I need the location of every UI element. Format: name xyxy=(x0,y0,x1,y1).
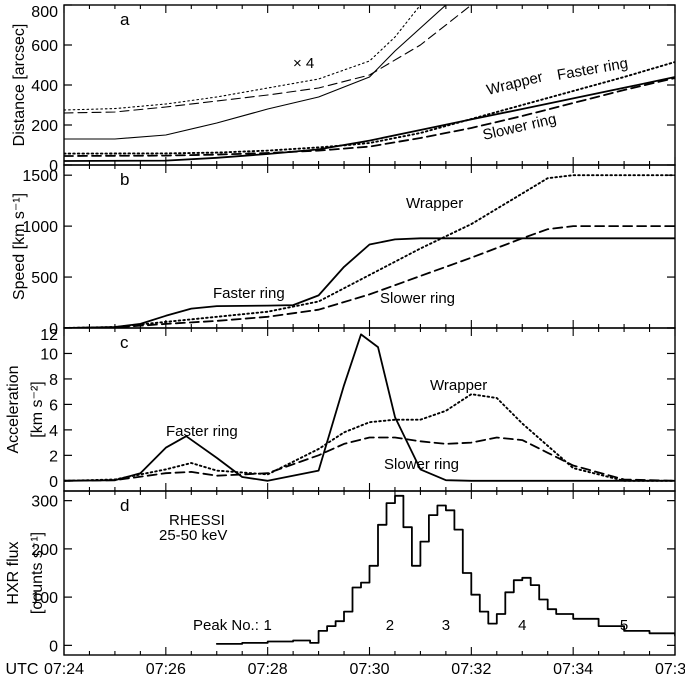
y-axis-label-text: [km s⁻²] xyxy=(29,381,46,437)
series-line-wrapper-4 xyxy=(64,5,421,111)
series-line-slower-ring-4 xyxy=(64,5,472,114)
y-tick-label: 200 xyxy=(31,118,58,135)
y-tick-label: 8 xyxy=(49,372,58,389)
y-tick-label: 2 xyxy=(49,448,58,465)
y-tick-label: 0 xyxy=(49,474,58,491)
y-tick-label: 500 xyxy=(31,270,58,287)
y-tick-label: 0 xyxy=(49,638,58,655)
x-tick-label: 07:32 xyxy=(451,661,491,678)
x-tick-label: 07:34 xyxy=(553,661,593,678)
series-line-slower-ring xyxy=(64,436,675,482)
series-line-faster-ring-4 xyxy=(64,5,447,140)
y-tick-label: 600 xyxy=(31,38,58,55)
y-tick-label: 400 xyxy=(31,78,58,95)
y-axis-label-text: Acceleration xyxy=(5,365,22,453)
annotation-label: Wrapper xyxy=(430,377,487,394)
y-tick-label: 12 xyxy=(40,327,58,344)
x-tick-label: 07:30 xyxy=(349,661,389,678)
x-tick-label: 07:24 xyxy=(44,661,84,678)
peak-number-label: 5 xyxy=(620,617,628,634)
annotation-label: Wrapper xyxy=(406,195,463,212)
y-axis-label-text: Speed [km s⁻¹] xyxy=(11,193,28,300)
panel-letter: b xyxy=(120,170,129,189)
y-tick-label: 0 xyxy=(49,158,58,175)
series-line-faster-ring xyxy=(64,333,675,482)
series-line-faster-ring xyxy=(64,237,675,328)
peak-number-label: 1 xyxy=(263,617,271,634)
y-axis-label-text: [counts s⁻¹] xyxy=(29,532,46,614)
series-line-slower-ring xyxy=(64,225,675,328)
y-axis-label-text: HXR flux xyxy=(5,541,22,604)
y-axis-label: Distance [arcsec] xyxy=(11,24,28,147)
series-line-faster-ring xyxy=(64,76,675,162)
annotation-label: Slower ring xyxy=(380,290,455,307)
annotation-label: Slower ring xyxy=(384,456,459,473)
panel-c: c 0 2 4 6 8 10 12 Acceleration [km s⁻²] xyxy=(5,327,676,492)
y-tick-label: 800 xyxy=(31,4,58,21)
peak-number-label: 2 xyxy=(386,617,394,634)
y-tick-label: 10 xyxy=(40,346,58,363)
series-line-rhessi-25-50-kev xyxy=(215,494,675,645)
annotation-label: 25-50 keV xyxy=(159,527,227,544)
series-group xyxy=(64,333,675,482)
panel-d: d 0 100 200 300 HXR flux [counts s⁻¹] xyxy=(5,490,676,656)
panel-letter: c xyxy=(120,333,129,352)
annotation-label: RHESSI xyxy=(169,512,225,529)
y-tick-label: 6 xyxy=(49,397,58,414)
y-tick-label: 100 xyxy=(31,590,58,607)
y-tick-label: 200 xyxy=(31,542,58,559)
panel-b: b 0 500 1000 1500 Speed [km s⁻¹] xyxy=(11,164,676,338)
panel-letter: a xyxy=(120,10,130,29)
series-group xyxy=(215,494,675,645)
y-axis-label: Speed [km s⁻¹] xyxy=(11,193,28,300)
annotation-label: Faster ring xyxy=(213,285,285,302)
y-tick-label: 300 xyxy=(31,494,58,511)
panel-frame xyxy=(63,164,676,329)
x-tick-label: 07:36 xyxy=(655,661,685,678)
series-line-wrapper xyxy=(64,174,675,328)
annotation-label: Wrapper xyxy=(485,69,545,99)
series-group xyxy=(64,5,675,162)
y-axis-label-text: Distance [arcsec] xyxy=(11,24,28,147)
series-line-wrapper xyxy=(64,61,675,155)
y-tick-label: 1500 xyxy=(22,168,58,185)
y-tick-label: 4 xyxy=(49,423,58,440)
x-axis-label: UTC xyxy=(6,661,39,678)
annotation-label: Faster ring xyxy=(166,423,238,440)
y-tick-label: 0 xyxy=(49,321,58,338)
y-tick-label: 1000 xyxy=(22,219,58,236)
series-line-wrapper xyxy=(64,393,675,482)
panel-frame xyxy=(63,327,676,492)
annotation-label: × 4 xyxy=(293,55,314,72)
x-tick-label: 07:26 xyxy=(146,661,186,678)
series-group xyxy=(64,174,675,328)
y-axis-label: HXR flux [counts s⁻¹] xyxy=(5,532,46,614)
peak-number-label: 3 xyxy=(442,617,450,634)
series-line-slower-ring xyxy=(64,77,675,157)
x-tick-label: 07:28 xyxy=(248,661,288,678)
peak-number-label: 4 xyxy=(518,617,526,634)
panel-letter: d xyxy=(120,496,129,515)
annotation-label: Peak No.: xyxy=(193,617,259,634)
y-axis-label: Acceleration [km s⁻²] xyxy=(5,365,46,453)
